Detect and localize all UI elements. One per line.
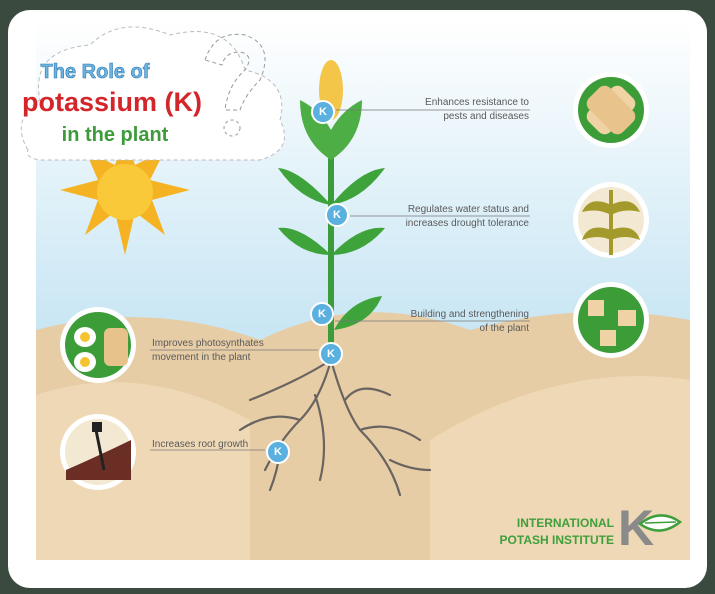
- sun-part: [97, 164, 153, 220]
- annotation-text: Building and strengthening: [411, 309, 529, 320]
- logo-text: INTERNATIONAL: [517, 516, 614, 530]
- icon-photosynthates-part: [104, 328, 128, 366]
- infographic: The Role of potassium (K) in the plant: [0, 0, 715, 594]
- annotation-text: Increases root growth: [152, 439, 248, 450]
- annotation-text: Regulates water status and: [408, 204, 529, 215]
- logo-part: [645, 522, 676, 523]
- annotation-text: Enhances resistance to: [425, 97, 529, 108]
- icon-strength-part: [588, 300, 604, 316]
- title-line: The Role of: [41, 61, 150, 83]
- k-marker: K: [274, 446, 282, 458]
- annotation-text: increases drought tolerance: [406, 218, 530, 229]
- k-marker: K: [333, 209, 341, 221]
- k-marker: K: [318, 308, 326, 320]
- k-marker: K: [327, 348, 335, 360]
- k-marker: K: [319, 106, 327, 118]
- title-line: potassium (K): [22, 87, 202, 117]
- icon-photosynthates: [60, 307, 136, 383]
- icon-roots: [60, 414, 136, 490]
- icon-pests: [573, 72, 649, 148]
- icon-photosynthates-part: [80, 357, 90, 367]
- icon-photosynthates-part: [80, 332, 90, 342]
- icon-strength-part: [618, 310, 636, 326]
- annotation-text: movement in the plant: [152, 352, 251, 363]
- icon-strength-part: [600, 330, 616, 346]
- logo-text: POTASH INSTITUTE: [500, 533, 614, 547]
- annotation-text: pests and diseases: [443, 111, 529, 122]
- annotation-text: of the plant: [480, 323, 530, 334]
- title-line: in the plant: [62, 124, 169, 146]
- icon-strength: [573, 282, 649, 358]
- annotation-text: Improves photosynthates: [152, 338, 264, 349]
- icon-roots-part: [92, 422, 102, 432]
- icon-drought: [573, 182, 649, 258]
